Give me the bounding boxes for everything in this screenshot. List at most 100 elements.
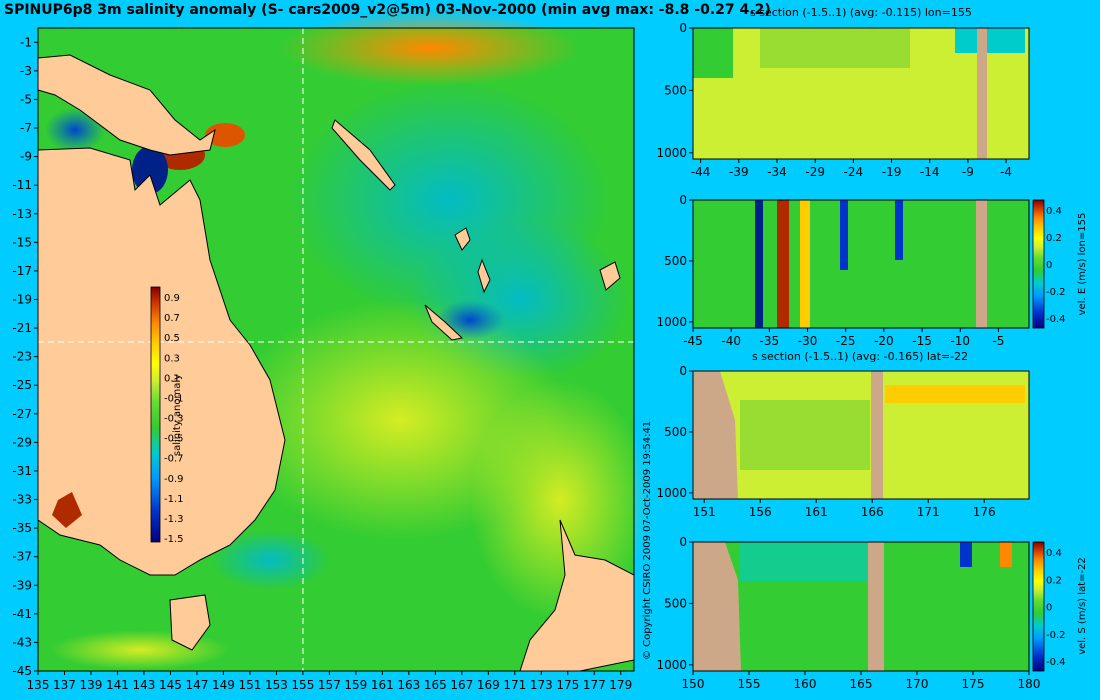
map-colorbar-tick-label: 0.1	[164, 373, 180, 384]
map-x-tick-label: 163	[397, 678, 420, 692]
s-section-lon-panel	[692, 27, 1030, 160]
map-colorbar	[150, 286, 161, 543]
section-y-tick-label: 500	[664, 254, 687, 268]
section-x-tick-label: 171	[917, 505, 940, 519]
section-x-tick-label: -35	[760, 334, 780, 348]
section-x-tick-label: -34	[767, 165, 787, 179]
section-x-tick-label: -29	[805, 165, 825, 179]
section-colorbar-tick-label: 0.2	[1046, 233, 1062, 244]
section-y-tick-label: 500	[664, 425, 687, 439]
section-x-tick-label: -44	[691, 165, 711, 179]
map-x-tick-label: 151	[238, 678, 261, 692]
panel2-eastward-jet	[777, 200, 789, 328]
map-colorbar-tick-label: 0.7	[164, 313, 180, 324]
map-x-tick-label: 149	[212, 678, 235, 692]
panel4-colorbar	[1032, 541, 1045, 672]
section-x-tick-label: 160	[794, 677, 817, 691]
map-y-tick-label: -21	[12, 321, 32, 335]
map-x-tick-label: 161	[371, 678, 394, 692]
section-x-tick-label: 161	[805, 505, 828, 519]
section-x-tick-label: 175	[962, 677, 985, 691]
map-y-tick-label: -33	[12, 493, 32, 507]
map-colorbar-tick-label: -1.5	[164, 534, 184, 545]
map-y-tick-label: -39	[12, 578, 32, 592]
vel-e-section-lon-panel: vel. E (m/s) lon=155	[692, 199, 1088, 329]
map-colorbar-tick-label: -0.1	[164, 393, 184, 404]
tasmania-landmass	[169, 594, 211, 651]
section-x-tick-label: -14	[920, 165, 940, 179]
map-y-tick-label: -7	[20, 121, 32, 135]
panel4-land-west	[693, 542, 741, 671]
map-x-tick-label: 137	[53, 678, 76, 692]
map-colorbar-tick-label: -1.3	[164, 514, 184, 525]
map-salty-north	[280, 10, 580, 86]
map-x-tick-label: 141	[106, 678, 129, 692]
map-x-tick-label: 179	[609, 678, 632, 692]
panel3-mixed-region	[740, 400, 870, 470]
section-y-tick-label: 500	[664, 596, 687, 610]
section-x-tick-label: 180	[1018, 677, 1041, 691]
copyright-note: © Copyright CSIRO 2009 07-Oct-2009 19:54…	[642, 421, 653, 660]
section-y-tick-label: 1000	[656, 315, 687, 329]
section-x-tick-label: 155	[738, 677, 761, 691]
map-x-tick-label: 171	[503, 678, 526, 692]
map-x-tick-label: 177	[583, 678, 606, 692]
map-y-tick-label: -45	[12, 664, 32, 678]
panel4-colorbar-label: vel. S (m/s) lat=-22	[1077, 557, 1088, 655]
section-colorbar-tick-label: -0.2	[1046, 287, 1066, 298]
section3-title: s section (-1.5..1) (avg: -0.165) lat=-2…	[752, 350, 969, 363]
panel1-fresh-top	[693, 28, 733, 78]
map-y-tick-label: -37	[12, 550, 32, 564]
section-colorbar-tick-label: -0.4	[1046, 657, 1066, 668]
panel3-land-west	[693, 371, 738, 499]
section-x-tick-label: -9	[962, 165, 974, 179]
map-x-tick-label: 155	[291, 678, 314, 692]
map-y-tick-label: -23	[12, 350, 32, 364]
map-salty-south	[50, 630, 230, 670]
section-colorbar-tick-label: 0	[1046, 603, 1052, 614]
map-colorbar-label: salinity anomaly	[172, 374, 183, 456]
section-colorbar-tick-label: -0.4	[1046, 314, 1066, 325]
section-x-tick-label: 170	[906, 677, 929, 691]
map-colorbar-tick-label: -0.7	[164, 454, 184, 465]
salinity-map: salinity anomaly	[37, 10, 650, 672]
section-x-tick-label: -20	[874, 334, 894, 348]
new-guinea-landmass	[37, 54, 216, 156]
panel2-westward-band	[895, 200, 903, 260]
map-y-tick-label: -9	[20, 150, 32, 164]
panel2-land	[976, 200, 987, 328]
new-caledonia-landmass	[424, 304, 464, 341]
panel2-westward-jet	[755, 200, 763, 328]
map-colorbar-tick-label: 0.3	[164, 353, 180, 364]
map-x-tick-label: 173	[530, 678, 553, 692]
section-x-tick-label: -30	[798, 334, 818, 348]
solomon-islands	[331, 119, 396, 191]
map-salty-gulf-south	[52, 492, 82, 528]
section-x-tick-label: -15	[912, 334, 932, 348]
map-x-tick-labels: 135 137 139 141 143 145 147 149 151 153 155 157 159 1…	[27, 671, 632, 692]
map-y-tick-label: -35	[12, 521, 32, 535]
panel3-salty-layer	[885, 385, 1025, 403]
map-y-tick-label: -5	[20, 92, 32, 106]
map-y-tick-label: -3	[20, 64, 32, 78]
map-fresh-gulf	[45, 108, 105, 152]
section-x-tick-label: 165	[850, 677, 873, 691]
section-panel-2-axes: -45 -40 -35 -30 -25 -20 -15 -10 -5 0 500 1000 0.4 0.2…	[656, 193, 1065, 348]
section-y-tick-label: 0	[679, 21, 687, 35]
section-y-tick-label: 1000	[656, 146, 687, 160]
map-y-tick-label: -27	[12, 407, 32, 421]
panel4-southward-band	[960, 542, 972, 567]
map-y-tick-labels: -1 -3 -5 -7 -9 -11 -13 -15 -17 -19 -21 -23 -25 -27 -29…	[12, 35, 38, 678]
map-x-tick-label: 139	[80, 678, 103, 692]
map-y-tick-label: -19	[12, 292, 32, 306]
map-y-tick-label: -13	[12, 207, 32, 221]
map-y-tick-label: -31	[12, 464, 32, 478]
section-x-tick-label: 156	[749, 505, 772, 519]
panel2-westward-band	[840, 200, 848, 270]
map-y-tick-label: -11	[12, 178, 32, 192]
section-panel-4-axes: 150 155 160 165 170 175 180 0 500 1000 0.4 0.2 0 -0.2…	[656, 535, 1065, 691]
map-y-tick-label: -41	[12, 607, 32, 621]
section-panel-3-axes: 151 156 161 166 171 176 0 500 1000	[656, 364, 995, 519]
panel2-frame	[692, 199, 1030, 329]
